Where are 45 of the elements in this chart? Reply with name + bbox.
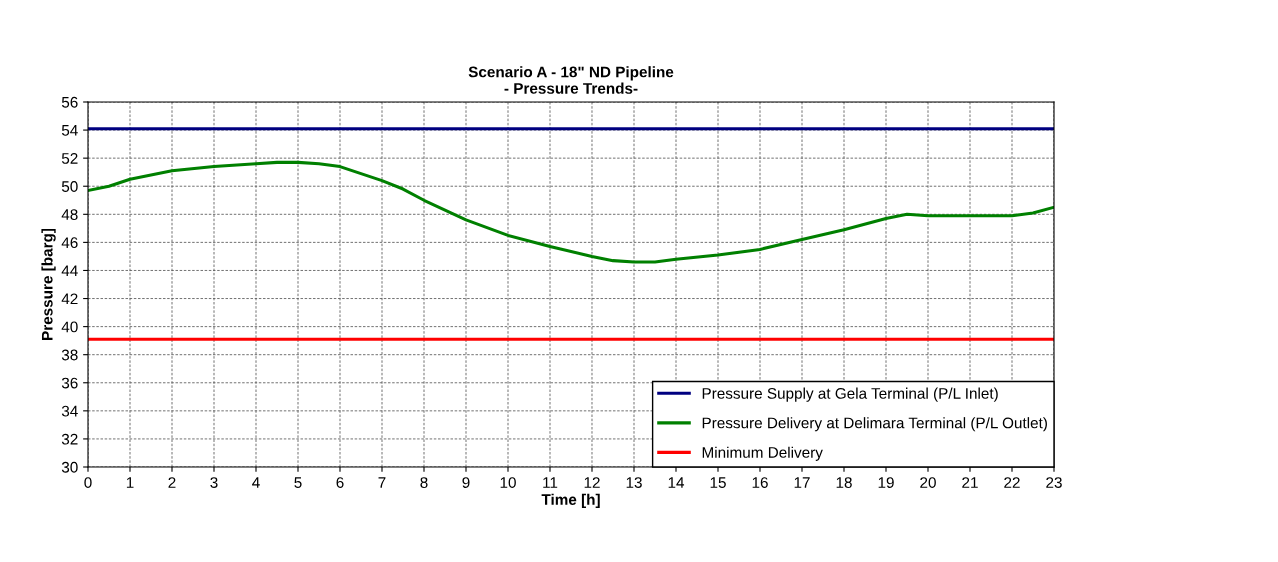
legend-label: Pressure Supply at Gela Terminal (P/L Inlet) <box>702 387 998 402</box>
y-tick-label: 34 <box>61 405 78 417</box>
x-tick-label: 12 <box>584 477 600 488</box>
y-tick-label: 48 <box>61 209 78 220</box>
y-tick-label: 36 <box>61 377 78 389</box>
legend-label: Pressure Delivery at Delimara Terminal (P/L Outlet) <box>702 417 1047 432</box>
x-tick-label: 8 <box>420 477 428 488</box>
line-series <box>88 160 1054 264</box>
y-tick-label: 42 <box>61 293 78 305</box>
x-tick-label: 11 <box>543 477 558 488</box>
x-tick-label: 19 <box>878 477 894 488</box>
x-tick-label: 15 <box>710 477 726 488</box>
y-tick-label: 40 <box>61 321 78 333</box>
x-tick-label: 22 <box>1004 477 1020 488</box>
x-tick-label: 4 <box>252 477 260 488</box>
x-tick-label: 2 <box>168 477 176 488</box>
x-tick-label: 18 <box>836 477 852 488</box>
x-axis-title: Time [h] <box>541 493 600 508</box>
legend-label: Minimum Delivery <box>702 446 823 461</box>
y-tick-label: 54 <box>61 125 78 136</box>
x-tick-label: 7 <box>378 477 386 488</box>
y-tick-label: 56 <box>61 96 78 108</box>
y-tick-label: 44 <box>61 265 78 276</box>
y-tick-label: 46 <box>61 237 78 249</box>
x-tick-label: 13 <box>626 477 642 488</box>
x-tick-label: 21 <box>962 477 978 488</box>
x-tick-label: 1 <box>126 477 134 488</box>
x-tick-label: 16 <box>752 477 768 488</box>
x-tick-label: 3 <box>210 477 218 488</box>
x-tick-label: 14 <box>668 477 685 488</box>
x-tick-label: 23 <box>1046 477 1062 488</box>
y-tick-label: 38 <box>61 349 78 361</box>
x-tick-label: 0 <box>84 477 92 488</box>
x-tick-label: 17 <box>794 477 810 488</box>
y-tick-label: 30 <box>61 461 78 473</box>
x-tick-label: 9 <box>462 477 470 488</box>
chart-title: Scenario A - 18" ND Pipeline - Pressure Trends- <box>468 66 674 94</box>
x-tick-label: 6 <box>336 477 344 488</box>
x-tick-label: 20 <box>920 477 936 488</box>
y-axis-title: Pressure [barg] <box>41 228 56 340</box>
y-tick-label: 32 <box>61 433 78 445</box>
x-tick-label: 10 <box>500 477 516 488</box>
y-tick-label: 50 <box>61 181 78 192</box>
x-tick-label: 5 <box>294 477 302 488</box>
y-tick-label: 52 <box>61 153 78 164</box>
